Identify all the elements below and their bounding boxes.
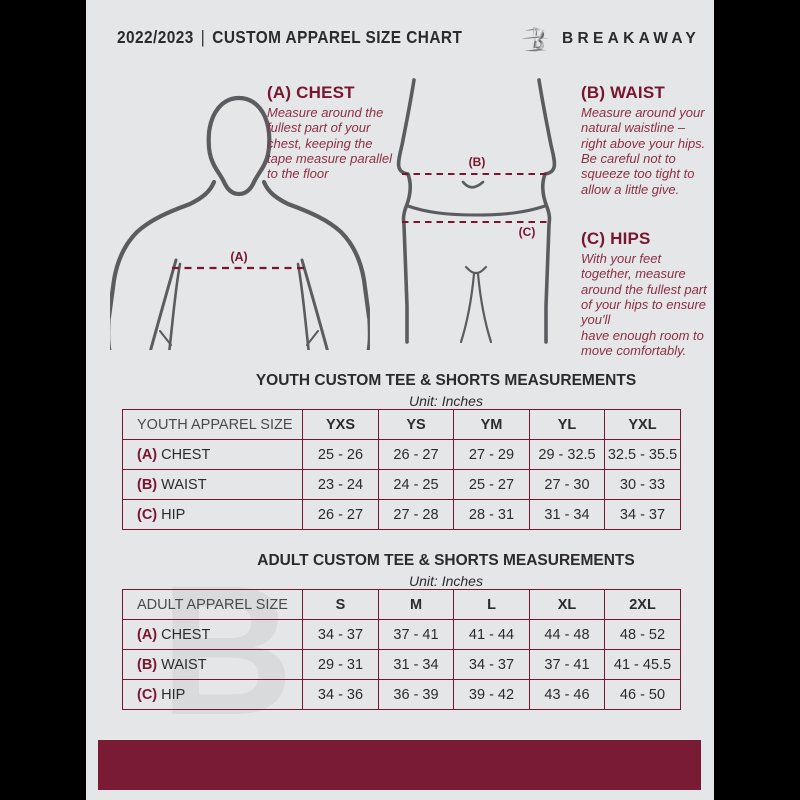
svg-text:(C): (C): [519, 225, 536, 239]
svg-text:(A): (A): [230, 250, 247, 264]
svg-text:(B): (B): [469, 155, 486, 169]
